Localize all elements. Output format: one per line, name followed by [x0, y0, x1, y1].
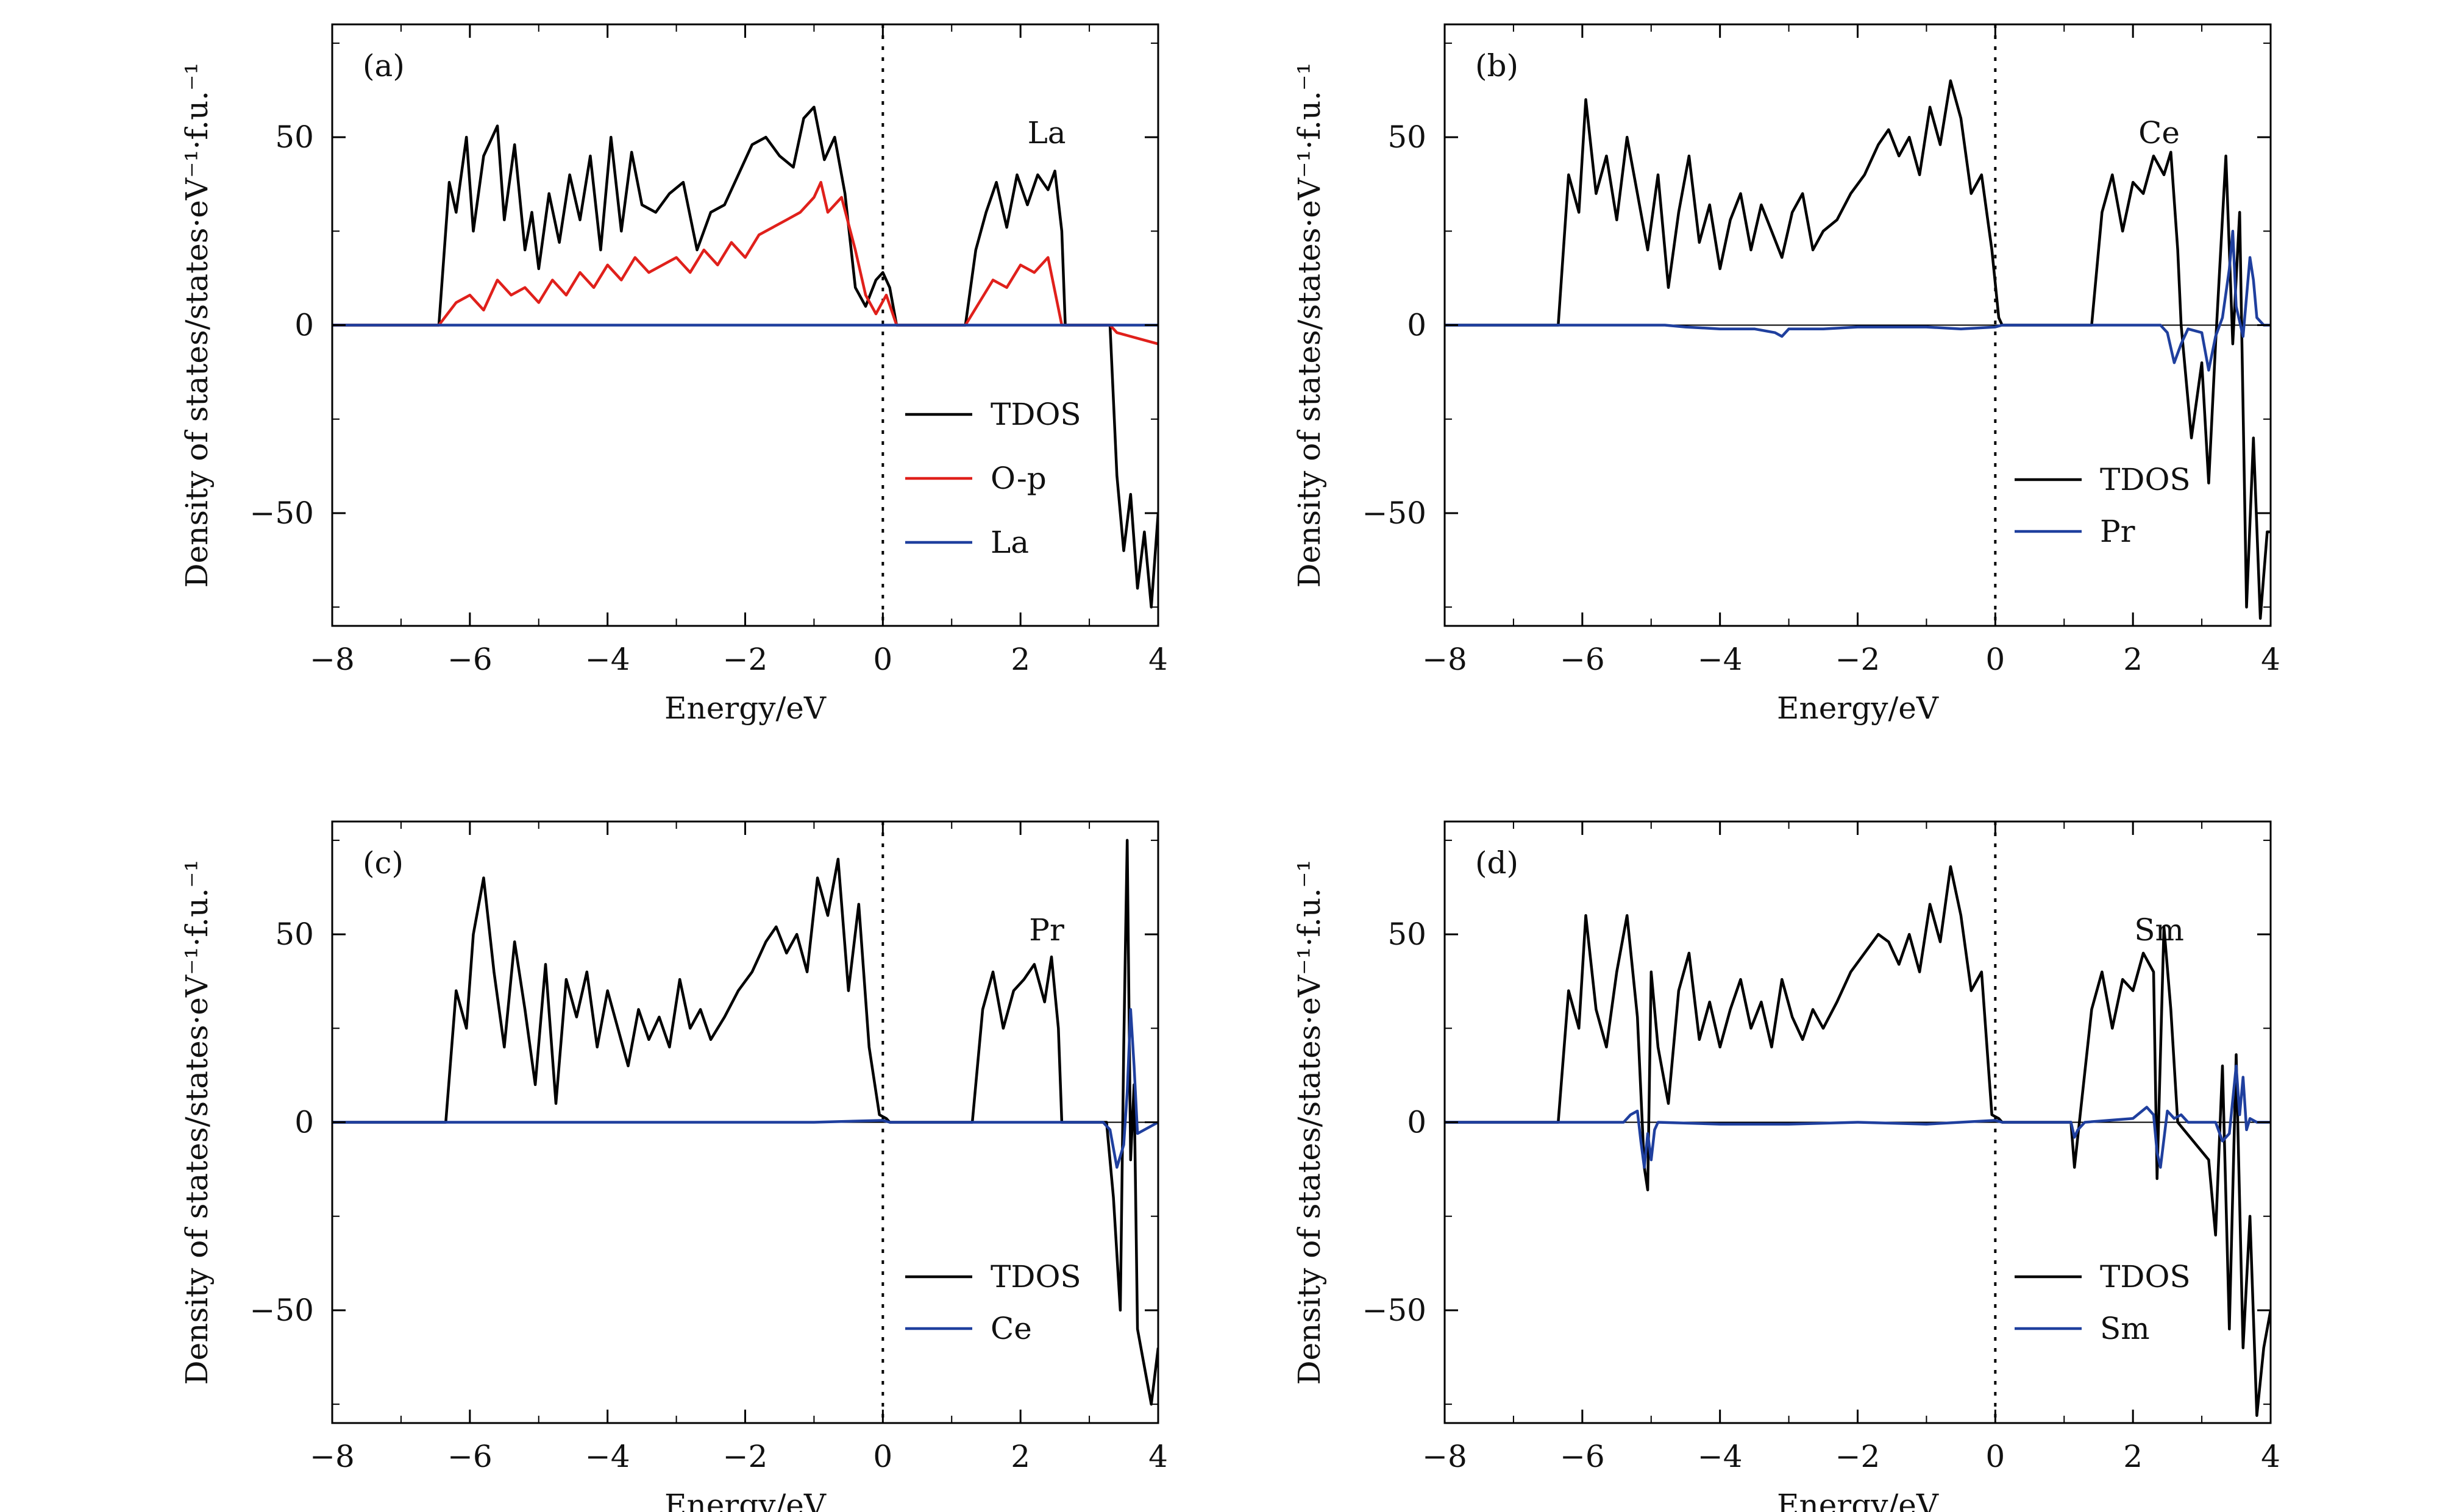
- series-line-o-p: [332, 180, 1158, 346]
- y-axis-label: Density of states/states·eV⁻¹·f.u.⁻¹: [1292, 63, 1327, 588]
- y-tick-label: 0: [1407, 308, 1426, 343]
- series-line-tdos: [332, 105, 1158, 609]
- x-tick-label: −4: [585, 642, 630, 677]
- x-tick-label: −8: [310, 1439, 355, 1474]
- x-tick-label: 4: [2261, 642, 2280, 677]
- panel-label: (d): [1475, 845, 1518, 881]
- x-tick-label: −2: [1835, 642, 1880, 677]
- legend-label-la: La: [991, 525, 1029, 560]
- panel-label: (b): [1475, 48, 1518, 83]
- legend-label-tdos: TDOS: [991, 397, 1081, 432]
- x-tick-label: −2: [1835, 1439, 1880, 1474]
- legend-label-tdos: TDOS: [2100, 462, 2191, 497]
- y-axis-label: Density of states/states·eV⁻¹·f.u.⁻¹: [179, 63, 215, 588]
- x-tick-label: −6: [1560, 642, 1605, 677]
- panel-label: (c): [363, 845, 404, 881]
- panel-a: Density of states/states·eV⁻¹·f.u.⁻¹ Ene…: [179, 23, 1168, 726]
- y-axis-label: Density of states/states·eV⁻¹·f.u.⁻¹: [179, 860, 215, 1385]
- y-tick-label: −50: [249, 495, 314, 531]
- x-axis-label: Energy/eV: [1777, 1488, 1939, 1512]
- x-tick-label: −6: [447, 642, 493, 677]
- x-tick-label: 4: [1148, 642, 1168, 677]
- panel-label: (a): [363, 48, 405, 83]
- y-axis-label: Density of states/states·eV⁻¹·f.u.⁻¹: [1292, 860, 1327, 1385]
- y-tick-label: 50: [1387, 119, 1426, 155]
- legend-label-pr: Pr: [2100, 514, 2135, 549]
- y-tick-label: −50: [1362, 495, 1426, 531]
- panel-d: Density of states/states·eV⁻¹·f.u.⁻¹ Ene…: [1292, 820, 2280, 1512]
- element-title: La: [1028, 115, 1066, 151]
- x-axis-label: Energy/eV: [664, 1488, 827, 1512]
- x-tick-label: −8: [1422, 642, 1467, 677]
- element-title: Ce: [2138, 115, 2180, 151]
- series-line-tdos: [1445, 79, 2271, 620]
- y-tick-label: 0: [294, 1105, 314, 1140]
- legend-label-tdos: TDOS: [991, 1259, 1081, 1294]
- series-line-tdos: [1445, 865, 2271, 1417]
- x-tick-label: −4: [1698, 642, 1743, 677]
- element-title: Pr: [1029, 912, 1064, 948]
- legend-label-ce: Ce: [991, 1311, 1032, 1346]
- x-tick-label: 2: [2123, 642, 2143, 677]
- x-tick-label: −4: [585, 1439, 630, 1474]
- y-tick-label: 0: [294, 308, 314, 343]
- x-tick-label: −4: [1698, 1439, 1743, 1474]
- x-tick-label: −2: [723, 1439, 768, 1474]
- x-axis-label: Energy/eV: [1777, 690, 1939, 726]
- x-tick-label: 0: [873, 1439, 892, 1474]
- y-tick-label: 50: [275, 917, 314, 952]
- element-title: Sm: [2134, 912, 2184, 948]
- x-tick-label: 2: [2123, 1439, 2143, 1474]
- y-tick-label: −50: [1362, 1293, 1426, 1328]
- x-tick-label: 0: [873, 642, 892, 677]
- y-tick-label: 50: [275, 119, 314, 155]
- x-tick-label: 4: [2261, 1439, 2280, 1474]
- x-tick-label: 4: [1148, 1439, 1168, 1474]
- legend-label-tdos: TDOS: [2100, 1259, 2191, 1294]
- x-tick-label: 0: [1985, 1439, 2005, 1474]
- x-tick-label: −8: [1422, 1439, 1467, 1474]
- x-tick-label: −2: [723, 642, 768, 677]
- series-line-pr: [1445, 230, 2271, 372]
- legend-label-sm: Sm: [2100, 1311, 2150, 1346]
- panel-b: Density of states/states·eV⁻¹·f.u.⁻¹ Ene…: [1292, 23, 2280, 726]
- series-line-ce: [332, 1008, 1158, 1169]
- x-tick-label: −6: [1560, 1439, 1605, 1474]
- legend-label-o-p: O-p: [991, 461, 1047, 496]
- x-axis-label: Energy/eV: [664, 690, 827, 726]
- series-line-sm: [1445, 1064, 2271, 1169]
- x-tick-label: 0: [1985, 642, 2005, 677]
- y-tick-label: 50: [1387, 917, 1426, 952]
- x-tick-label: −8: [310, 642, 355, 677]
- y-tick-label: −50: [249, 1293, 314, 1328]
- x-tick-label: −6: [447, 1439, 493, 1474]
- x-tick-label: 2: [1011, 1439, 1030, 1474]
- panel-c: Density of states/states·eV⁻¹·f.u.⁻¹ Ene…: [179, 820, 1168, 1512]
- x-tick-label: 2: [1011, 642, 1030, 677]
- y-tick-label: 0: [1407, 1105, 1426, 1140]
